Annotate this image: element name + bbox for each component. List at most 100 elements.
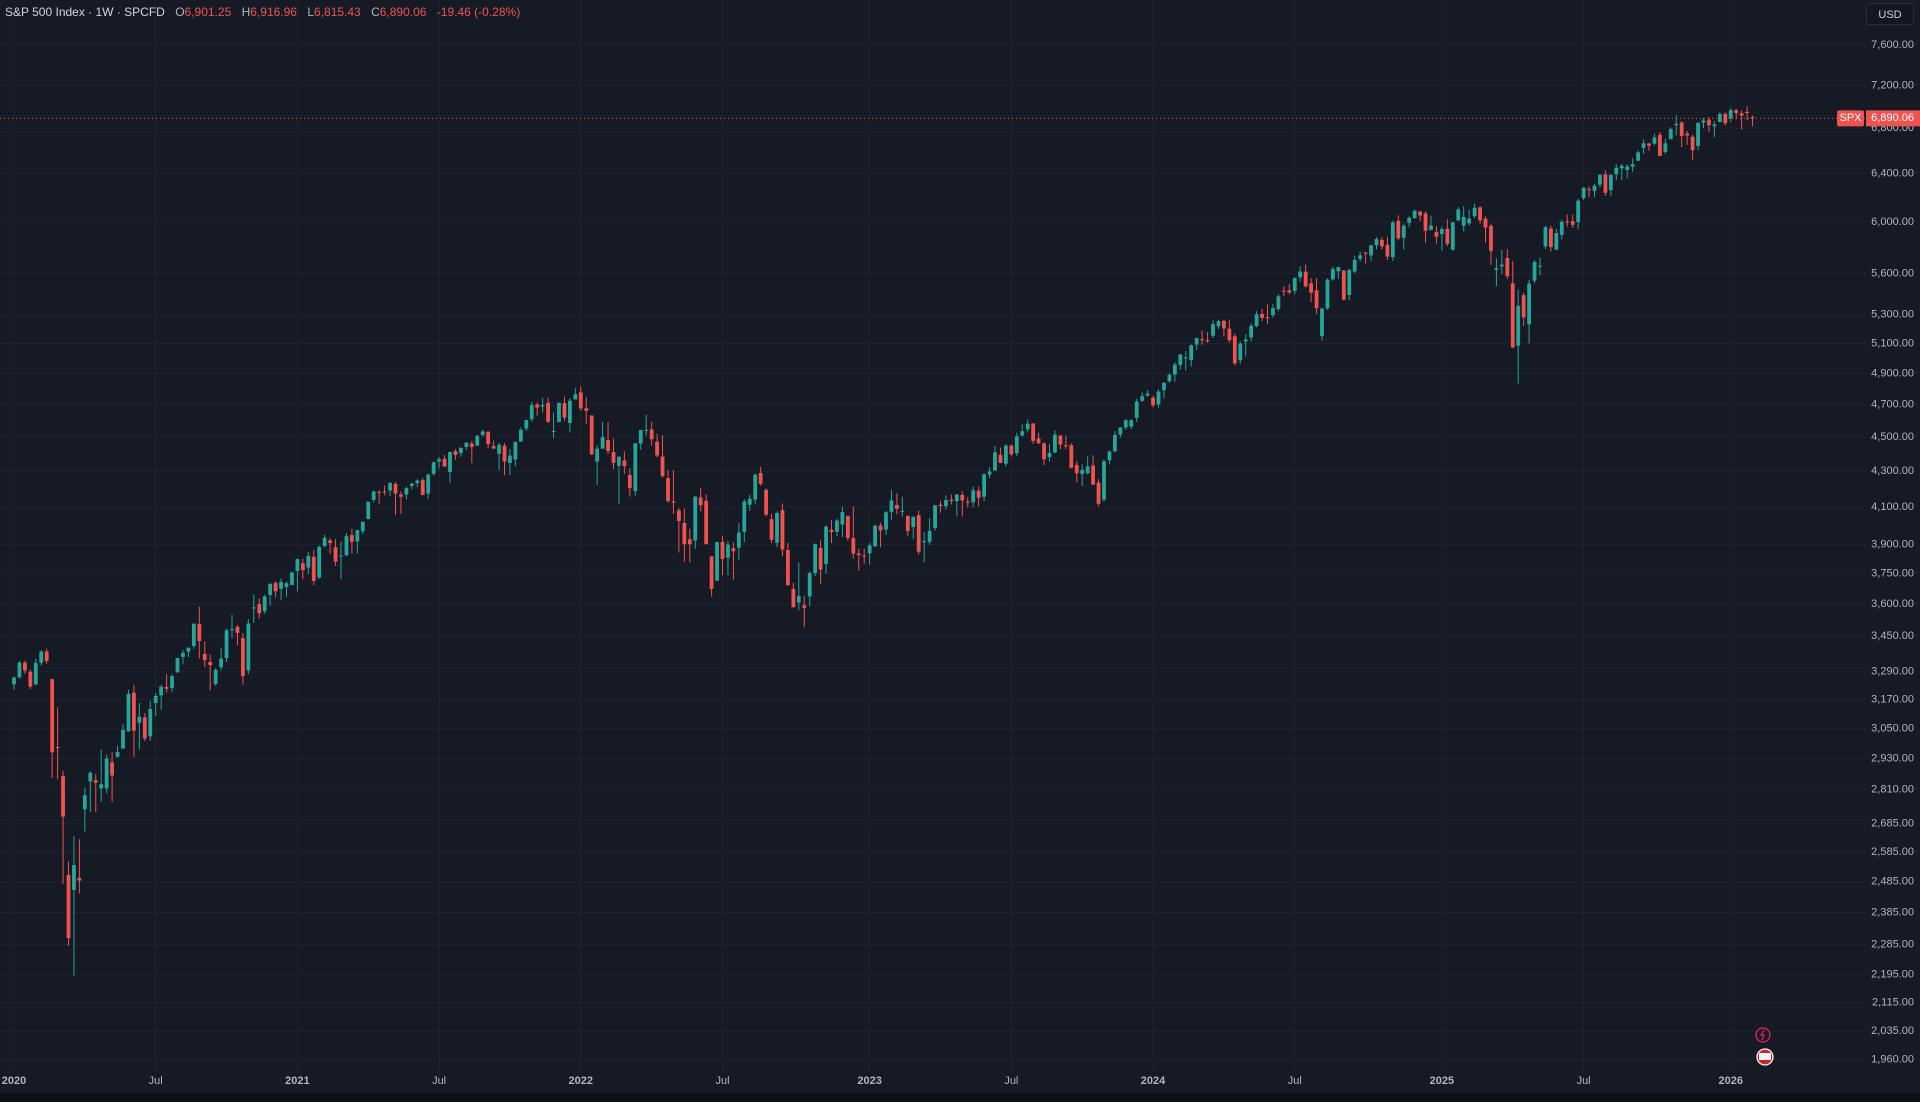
candle-body <box>845 515 850 538</box>
x-tick-label: 2021 <box>285 1075 309 1087</box>
ohlc-value: 6,916.96 <box>250 5 297 19</box>
candle-body <box>1598 174 1602 185</box>
y-tick-label: 6,400.00 <box>1871 167 1914 179</box>
candle-body <box>1211 324 1215 336</box>
y-tick-label: 2,930.00 <box>1871 752 1914 764</box>
candle-body <box>1619 165 1624 169</box>
candle-body <box>1036 438 1041 444</box>
candle-body <box>791 588 796 608</box>
event-icon[interactable] <box>1755 1027 1771 1043</box>
candle-body <box>1200 339 1204 341</box>
candle-body <box>202 653 207 661</box>
candle-body <box>453 451 458 455</box>
candle-body <box>464 442 469 447</box>
candle-body <box>895 504 899 509</box>
candle-body <box>1499 264 1504 267</box>
candle-body <box>622 460 627 467</box>
candle-body <box>399 494 403 497</box>
candle-body <box>1461 216 1466 226</box>
candle-body <box>600 437 605 449</box>
candle-body <box>371 491 376 500</box>
candle-body <box>1271 308 1275 316</box>
x-tick-label: 2026 <box>1719 1075 1743 1087</box>
candle-body <box>39 651 44 663</box>
candle-body <box>480 431 485 436</box>
symbol-title: S&P 500 Index · 1W · SPCFD <box>5 5 165 19</box>
x-tick-label: Jul <box>1004 1075 1018 1087</box>
candle-body <box>431 462 436 474</box>
candle-body <box>448 452 452 472</box>
candle-body <box>1603 174 1608 193</box>
candle-body <box>660 456 665 477</box>
candle-body <box>137 716 142 723</box>
candle-body <box>905 515 910 532</box>
candle-body <box>1412 210 1417 219</box>
candle-body <box>295 559 300 571</box>
candle-body <box>867 545 872 554</box>
candle-body <box>110 762 114 776</box>
candle-body <box>655 441 659 456</box>
candle-body <box>393 483 398 494</box>
candle-body <box>568 400 572 423</box>
candle-body <box>1325 279 1330 309</box>
candle-body <box>1074 464 1079 474</box>
candle-body <box>742 501 747 532</box>
candle-body <box>1423 213 1428 231</box>
candle-body <box>1701 120 1706 123</box>
candle-body <box>1363 252 1368 254</box>
candle-body <box>186 647 191 652</box>
candle-body <box>213 669 218 685</box>
candle-body <box>175 657 180 673</box>
candle-body <box>224 630 229 659</box>
candle-body <box>1734 110 1739 113</box>
candle-body <box>1167 374 1172 382</box>
candle-body <box>813 544 818 574</box>
candle-body <box>540 405 545 407</box>
flag-icon <box>1759 1053 1771 1060</box>
candle-body <box>802 605 807 608</box>
candle-body <box>731 548 736 552</box>
candle-body <box>268 583 273 596</box>
candle-body <box>50 679 55 753</box>
candle-body <box>927 530 932 542</box>
candle-body <box>1069 445 1074 468</box>
candle-body <box>502 445 507 462</box>
candle-body <box>1058 435 1063 445</box>
candle-body <box>1494 268 1499 270</box>
candle-body <box>551 430 556 432</box>
candle-body <box>55 747 60 749</box>
candle-body <box>311 556 316 581</box>
candle-body <box>208 661 213 666</box>
y-tick-label: 3,600.00 <box>1871 598 1914 610</box>
candle-body <box>1292 277 1297 291</box>
candle-body <box>758 473 763 484</box>
candle-body <box>12 677 16 685</box>
candle-body <box>360 521 365 532</box>
legend: S&P 500 Index · 1W · SPCFD O6,901.25 H6,… <box>5 5 520 19</box>
candle-body <box>1042 443 1046 460</box>
candle-body <box>1636 152 1640 161</box>
candle-body <box>290 572 294 586</box>
candle-body <box>1581 187 1586 199</box>
candle-body <box>704 500 709 545</box>
y-tick-label: 4,300.00 <box>1871 465 1914 477</box>
candle-body <box>1156 391 1161 405</box>
candle-body <box>529 405 534 420</box>
ohlc-key: H <box>241 5 251 19</box>
y-tick-label: 3,450.00 <box>1871 630 1914 642</box>
candle-body <box>1020 431 1025 436</box>
candle-body <box>1107 451 1112 461</box>
candle-body <box>469 443 474 447</box>
candle-body <box>1668 129 1673 140</box>
candle-body <box>1336 267 1341 272</box>
candle-body <box>1298 271 1303 278</box>
candle-body <box>251 607 256 609</box>
candle-body <box>1690 136 1695 151</box>
currency-button[interactable]: USD <box>1866 3 1914 25</box>
candle-body <box>638 430 643 444</box>
x-tick-label: Jul <box>432 1075 446 1087</box>
candle-body <box>1532 261 1537 281</box>
candle-body <box>796 596 801 603</box>
y-tick-label: 2,685.00 <box>1871 818 1914 830</box>
